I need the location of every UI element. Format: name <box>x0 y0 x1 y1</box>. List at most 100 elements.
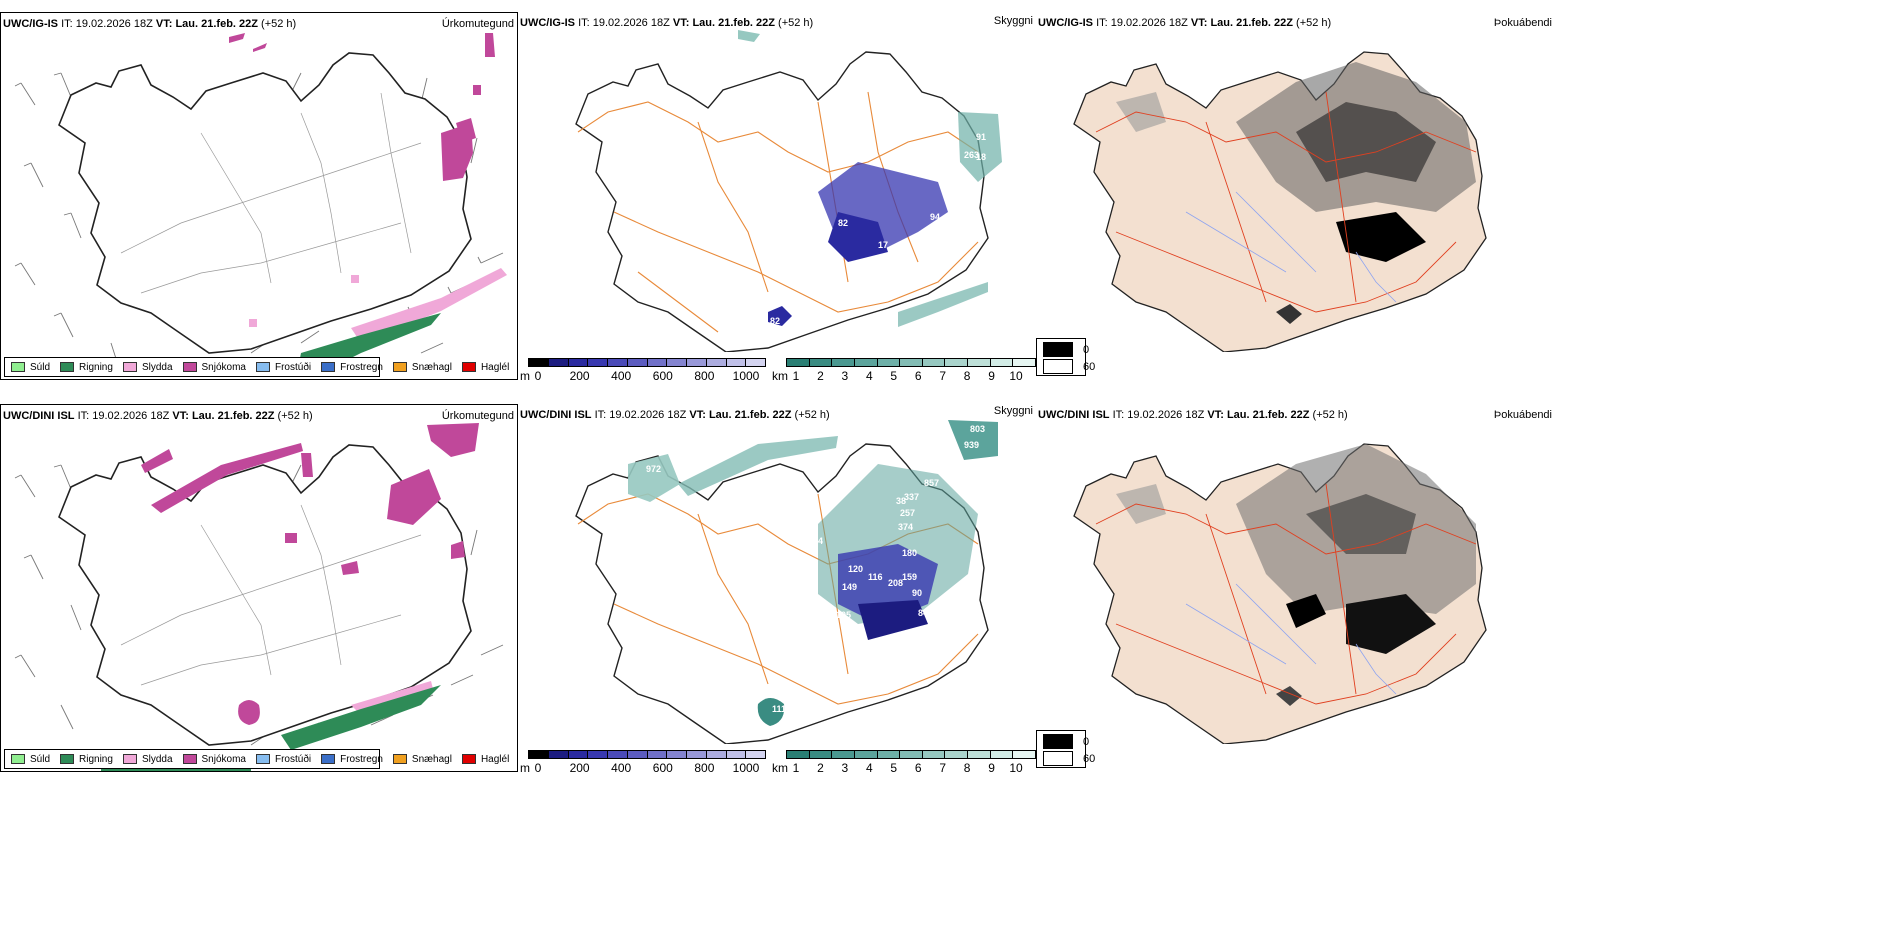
colorbar-tick-label: 2 <box>817 369 824 383</box>
colorbar-step <box>854 751 878 758</box>
it-label: IT: <box>1096 17 1108 29</box>
precip-legend-label: Frostúði <box>274 753 312 765</box>
colorbar-step <box>529 751 549 758</box>
precip-legend-swatch <box>122 362 137 372</box>
colorbar-tick-label: 4 <box>865 369 873 383</box>
ceiling-value-label: 84 <box>918 608 928 618</box>
ceiling-unit: m <box>520 761 530 775</box>
ceiling-unit: m <box>520 369 530 383</box>
ceiling-value-label: 111 <box>792 584 806 594</box>
precip-legend-label: Snæhagl <box>411 753 452 765</box>
colorbar-tick-label: 600 <box>652 369 673 383</box>
vt-label: VT: <box>1207 409 1224 421</box>
precip-legend-swatch <box>321 754 336 764</box>
colorbar-step <box>667 751 687 758</box>
colorbar-step <box>877 359 901 366</box>
colorbar-step <box>627 359 648 366</box>
precip-legend-item: Snjókoma <box>182 362 246 373</box>
fog-legend-low: 60 <box>1043 359 1095 374</box>
colorbar-tick-label: 200 <box>569 761 590 775</box>
model-name: UWC/DINI ISL <box>520 409 592 421</box>
precip-legend-item: Snæhagl <box>392 753 452 765</box>
valid-time: Lau. 21.feb. 22Z <box>1226 409 1310 421</box>
roads-gray <box>120 92 422 294</box>
precip-legend-label: Haglél <box>480 753 510 765</box>
ceiling-bar-swatches <box>528 750 766 759</box>
colorbar-tick-label: 9 <box>988 761 995 775</box>
precip-legend-swatch <box>60 362 75 372</box>
colorbar-step <box>1013 359 1036 366</box>
colorbar-tick-label: 2 <box>817 761 824 775</box>
precip-legend-swatch <box>461 362 476 372</box>
fog-legend-high: 0 <box>1043 342 1089 357</box>
rivers-blue <box>1185 191 1397 303</box>
precip-legend-label: Frostúði <box>274 361 312 373</box>
ceiling-value-label: 857 <box>924 478 939 488</box>
precip-legend-swatch <box>461 754 476 764</box>
precip-legend-swatch <box>182 362 197 372</box>
fog-index-shading <box>1116 62 1476 324</box>
colorbar-step <box>787 359 810 366</box>
colorbar-step <box>900 751 923 758</box>
colorbar-tick-label: 400 <box>611 761 632 775</box>
colorbar-step <box>608 359 628 366</box>
colorbar-step <box>687 359 707 366</box>
ceiling-value-label: 105 <box>836 610 851 620</box>
precip-map-top <box>14 33 507 373</box>
fog-high-label: 0 <box>1083 343 1090 356</box>
colorbar-step <box>706 751 727 758</box>
ceiling-value-label: 208 <box>888 578 903 588</box>
fog-legend: 0 60 <box>1036 338 1095 376</box>
colorbar-step <box>945 751 969 758</box>
it-label: IT: <box>594 409 607 421</box>
colorbar-tick-label: 10 <box>1009 369 1023 383</box>
colorbar-step <box>627 751 648 758</box>
visibility-bar-swatches <box>786 358 1036 367</box>
ceiling-value-label: 803 <box>970 424 985 434</box>
ceiling-value-label: 94 <box>930 212 940 222</box>
colorbar-tick-label: 4 <box>865 761 873 775</box>
colorbar-step <box>746 751 765 758</box>
colorbar-tick-label: 10 <box>1009 761 1023 775</box>
precip-legend-swatch <box>392 754 407 764</box>
init-time: 19.02.2026 18Z <box>1110 17 1188 29</box>
sky-panel-bottom: 803 939 857 38 337 257 374 968 972 204 120 116 180 15… <box>518 404 1036 784</box>
colorbar-step <box>548 359 569 366</box>
it-label: IT: <box>61 18 73 30</box>
ceiling-value-label: 159 <box>902 572 917 582</box>
fog-map-bottom <box>1073 443 1487 744</box>
precip-legend: Súld Rigning Slydda Snjókoma Frostúði Frostre… <box>4 357 509 377</box>
precip-legend-item: Snjókoma <box>182 753 246 765</box>
colorbar-step <box>568 751 589 758</box>
precip-legend-swatch <box>122 754 137 764</box>
precip-legend-label: Snjókoma <box>201 753 246 765</box>
colorbar-step <box>922 359 946 366</box>
vt-label: VT: <box>689 409 706 421</box>
precip-legend-item: Rigning <box>60 754 113 765</box>
colorbar-tick-label: 400 <box>611 369 632 383</box>
colorbar-tick-label: 3 <box>841 369 849 383</box>
sky-map-top: 91 263 94 18 82 17 82 <box>575 30 1002 352</box>
precip-legend-label: Súld <box>30 753 51 765</box>
precip-legend-swatch <box>255 754 270 764</box>
colorbar-step <box>1013 751 1036 758</box>
roads-gray <box>120 504 422 686</box>
panel-header: UWC/IG-IS IT: 19.02.2026 18Z VT: Lau. 21… <box>520 17 813 29</box>
ceiling-value-label: 64 <box>872 666 882 676</box>
visibility-unit: km <box>772 761 788 775</box>
it-label: IT: <box>578 17 590 29</box>
colorbar-step <box>990 359 1014 366</box>
model-name: UWC/IG-IS <box>3 18 58 30</box>
init-time: 19.02.2026 18Z <box>609 409 687 421</box>
precip-map-bottom <box>14 423 504 771</box>
ceiling-value-label: 82 <box>770 316 780 326</box>
vt-label: VT: <box>1190 17 1208 29</box>
precip-legend-item: Snæhagl <box>392 362 452 373</box>
colorbar-tick-label: 5 <box>890 761 898 775</box>
precip-legend-item: Frostregn <box>321 754 383 765</box>
colorbar-step <box>990 751 1014 758</box>
ceiling-value-label: 263 <box>964 150 979 160</box>
roads-red <box>1095 91 1477 313</box>
ceiling-value-label: 91 <box>976 132 986 142</box>
model-name: UWC/IG-IS <box>520 17 575 29</box>
